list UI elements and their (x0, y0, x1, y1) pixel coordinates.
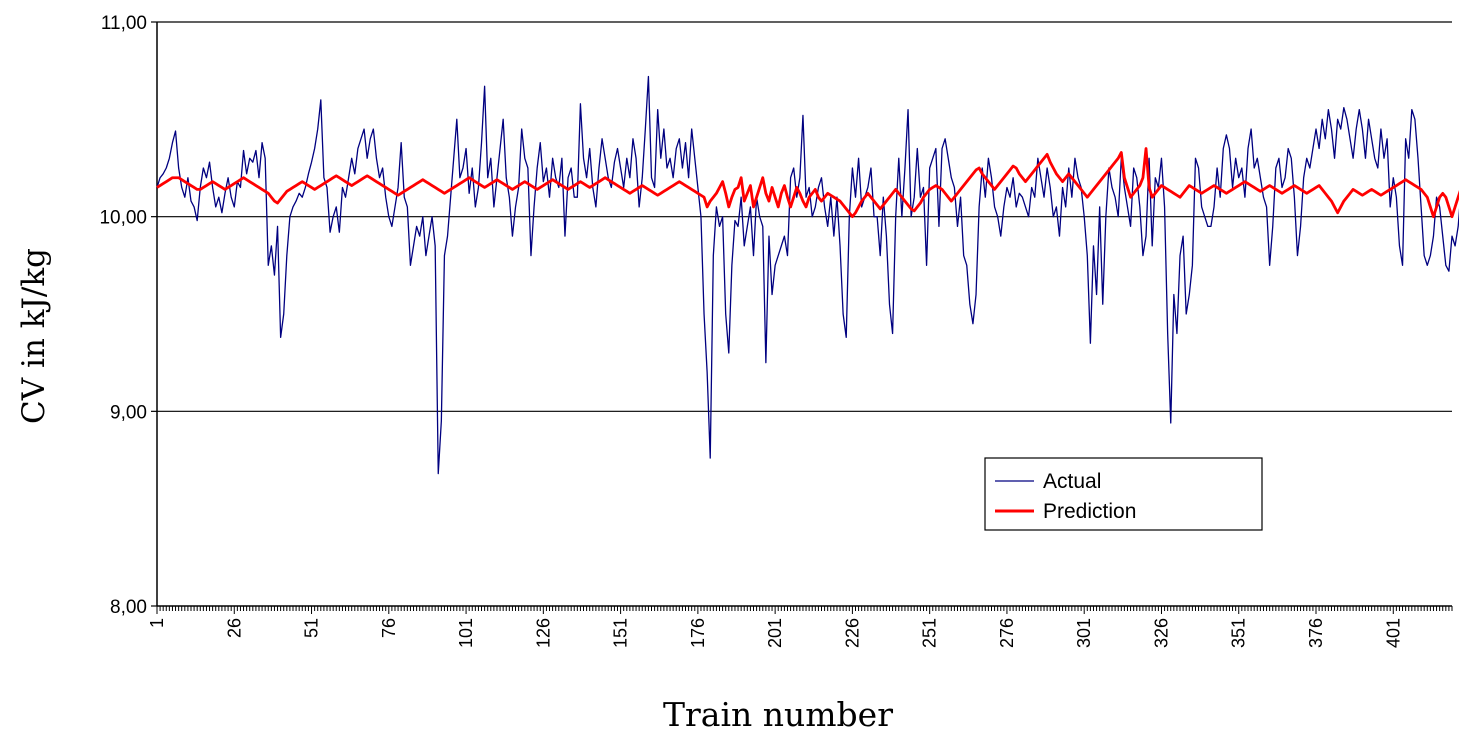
x-tick-label-4: 101 (456, 618, 476, 648)
x-tick-marks (156, 606, 1453, 614)
x-tick-label-9: 226 (842, 618, 862, 648)
legend-box (984, 457, 1263, 531)
x-tick-label-15: 376 (1306, 618, 1326, 648)
legend-label-prediction: Prediction (1043, 500, 1136, 523)
series-line-prediction (156, 147, 1459, 219)
x-tick-label-14: 351 (1229, 618, 1249, 648)
x-tick-label-8: 201 (765, 618, 785, 648)
y-tick-label-0: 8,00 (110, 597, 147, 618)
x-tick-label-5: 126 (533, 618, 553, 648)
series-group (156, 75, 1459, 475)
series-line-actual (156, 75, 1459, 475)
x-tick-label-11: 276 (997, 618, 1017, 648)
x-tick-label-1: 26 (224, 618, 244, 638)
legend: Actual Prediction (984, 457, 1263, 531)
x-tick-label-16: 401 (1383, 618, 1403, 648)
x-tick-label-0: 1 (147, 618, 167, 628)
y-tick-label-2: 10,00 (99, 208, 147, 229)
legend-label-actual: Actual (1043, 470, 1101, 493)
y-tick-label-3: 11,00 (101, 13, 147, 34)
x-tick-label-6: 151 (611, 618, 631, 648)
y-tick-label-1: 9,00 (110, 402, 147, 423)
x-tick-label-13: 326 (1151, 618, 1171, 648)
x-tick-label-7: 176 (688, 618, 708, 648)
y-tick-labels: 8,00 9,00 10,00 11,00 (99, 13, 147, 618)
x-tick-label-3: 76 (379, 618, 399, 638)
x-tick-label-10: 251 (920, 618, 940, 648)
axes (151, 21, 1453, 614)
gridlines (157, 21, 1452, 412)
y-axis-label: CV in kJ/kg (16, 248, 52, 424)
x-tick-labels: 1 26 51 76 101 126 151 176 201 226 251 276 301 326 351… (147, 618, 1403, 648)
x-tick-label-2: 51 (302, 618, 322, 638)
x-tick-label-12: 301 (1074, 618, 1094, 648)
x-axis-label: Train number (663, 695, 893, 731)
